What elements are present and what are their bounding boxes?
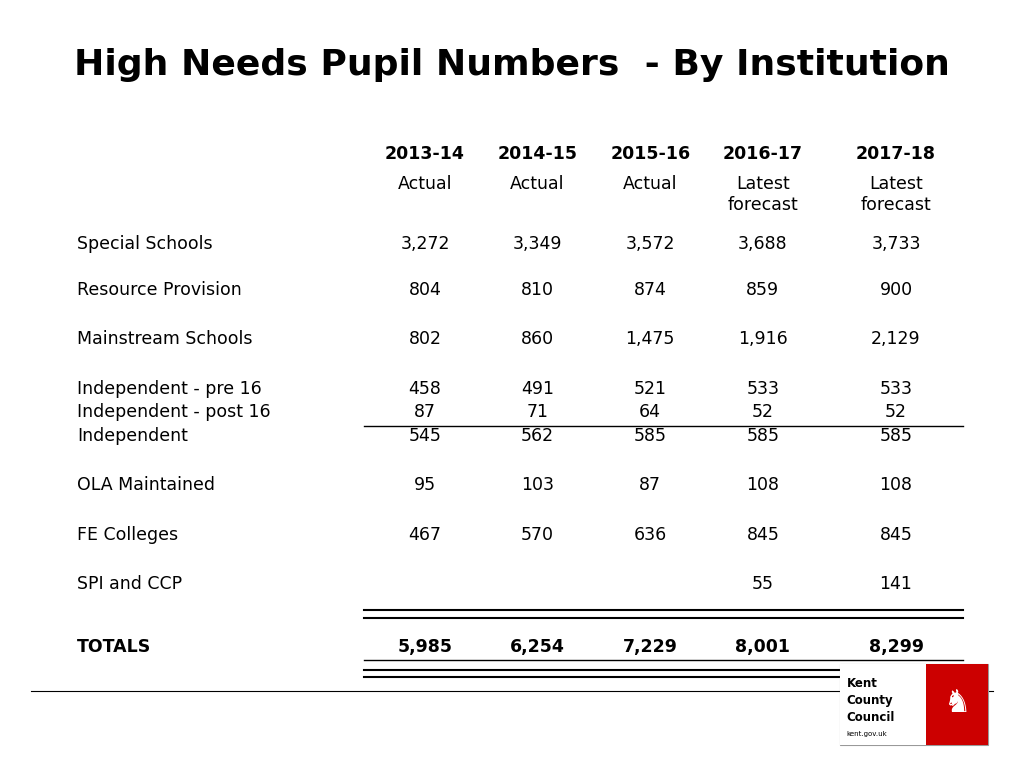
Text: 467: 467 — [409, 525, 441, 544]
Text: forecast: forecast — [727, 196, 799, 214]
Text: 3,733: 3,733 — [871, 235, 921, 253]
Text: OLA Maintained: OLA Maintained — [77, 476, 215, 495]
Text: kent.gov.uk: kent.gov.uk — [847, 731, 888, 737]
Text: Mainstream Schools: Mainstream Schools — [77, 330, 252, 349]
Text: 108: 108 — [880, 476, 912, 495]
Text: 804: 804 — [409, 281, 441, 300]
Text: 8,299: 8,299 — [868, 637, 924, 656]
Text: 491: 491 — [521, 379, 554, 398]
Text: 1,475: 1,475 — [626, 330, 675, 349]
FancyBboxPatch shape — [926, 664, 988, 745]
Text: FE Colleges: FE Colleges — [77, 525, 178, 544]
Text: Actual: Actual — [397, 175, 453, 194]
Text: 7,229: 7,229 — [623, 637, 678, 656]
Text: Actual: Actual — [623, 175, 678, 194]
Text: 5,985: 5,985 — [397, 637, 453, 656]
Text: 533: 533 — [880, 379, 912, 398]
Text: 585: 585 — [746, 427, 779, 445]
Text: forecast: forecast — [860, 196, 932, 214]
Text: 87: 87 — [414, 403, 436, 422]
Text: 570: 570 — [521, 525, 554, 544]
Text: 545: 545 — [409, 427, 441, 445]
Text: 3,572: 3,572 — [626, 235, 675, 253]
Text: 2014-15: 2014-15 — [498, 144, 578, 163]
Text: 585: 585 — [880, 427, 912, 445]
Text: Kent: Kent — [847, 677, 878, 690]
Text: 533: 533 — [746, 379, 779, 398]
Text: 2013-14: 2013-14 — [385, 144, 465, 163]
Text: 860: 860 — [521, 330, 554, 349]
Text: Independent: Independent — [77, 427, 187, 445]
Text: Independent - post 16: Independent - post 16 — [77, 403, 270, 422]
Text: 52: 52 — [885, 403, 907, 422]
Text: 3,349: 3,349 — [513, 235, 562, 253]
Text: Independent - pre 16: Independent - pre 16 — [77, 379, 261, 398]
Text: 2017-18: 2017-18 — [856, 144, 936, 163]
Text: High Needs Pupil Numbers  - By Institution: High Needs Pupil Numbers - By Institutio… — [74, 48, 950, 82]
Text: 874: 874 — [634, 281, 667, 300]
Text: Latest: Latest — [736, 175, 790, 194]
Text: 521: 521 — [634, 379, 667, 398]
Text: TOTALS: TOTALS — [77, 637, 152, 656]
Text: 562: 562 — [521, 427, 554, 445]
Text: SPI and CCP: SPI and CCP — [77, 574, 182, 593]
Text: Special Schools: Special Schools — [77, 235, 212, 253]
Text: 458: 458 — [409, 379, 441, 398]
Text: 2016-17: 2016-17 — [723, 144, 803, 163]
Text: Resource Provision: Resource Provision — [77, 281, 242, 300]
Text: 141: 141 — [880, 574, 912, 593]
Text: 87: 87 — [639, 476, 662, 495]
Text: 8,001: 8,001 — [735, 637, 791, 656]
Text: 3,688: 3,688 — [738, 235, 787, 253]
Text: 845: 845 — [746, 525, 779, 544]
Text: 6,254: 6,254 — [510, 637, 565, 656]
Text: 64: 64 — [639, 403, 662, 422]
Text: 636: 636 — [634, 525, 667, 544]
Text: County: County — [847, 694, 894, 707]
Text: 859: 859 — [746, 281, 779, 300]
Text: 108: 108 — [746, 476, 779, 495]
Text: Council: Council — [847, 711, 895, 724]
FancyBboxPatch shape — [840, 664, 926, 745]
Text: 2015-16: 2015-16 — [610, 144, 690, 163]
Text: 802: 802 — [409, 330, 441, 349]
Text: 3,272: 3,272 — [400, 235, 450, 253]
Text: 95: 95 — [414, 476, 436, 495]
Text: ♞: ♞ — [943, 689, 971, 717]
Text: Latest: Latest — [869, 175, 923, 194]
Text: 52: 52 — [752, 403, 774, 422]
Text: Actual: Actual — [510, 175, 565, 194]
Text: 900: 900 — [880, 281, 912, 300]
Text: 845: 845 — [880, 525, 912, 544]
Text: 55: 55 — [752, 574, 774, 593]
Text: 103: 103 — [521, 476, 554, 495]
Text: 585: 585 — [634, 427, 667, 445]
Text: 810: 810 — [521, 281, 554, 300]
Text: 2,129: 2,129 — [871, 330, 921, 349]
Text: 1,916: 1,916 — [738, 330, 787, 349]
Text: 71: 71 — [526, 403, 549, 422]
